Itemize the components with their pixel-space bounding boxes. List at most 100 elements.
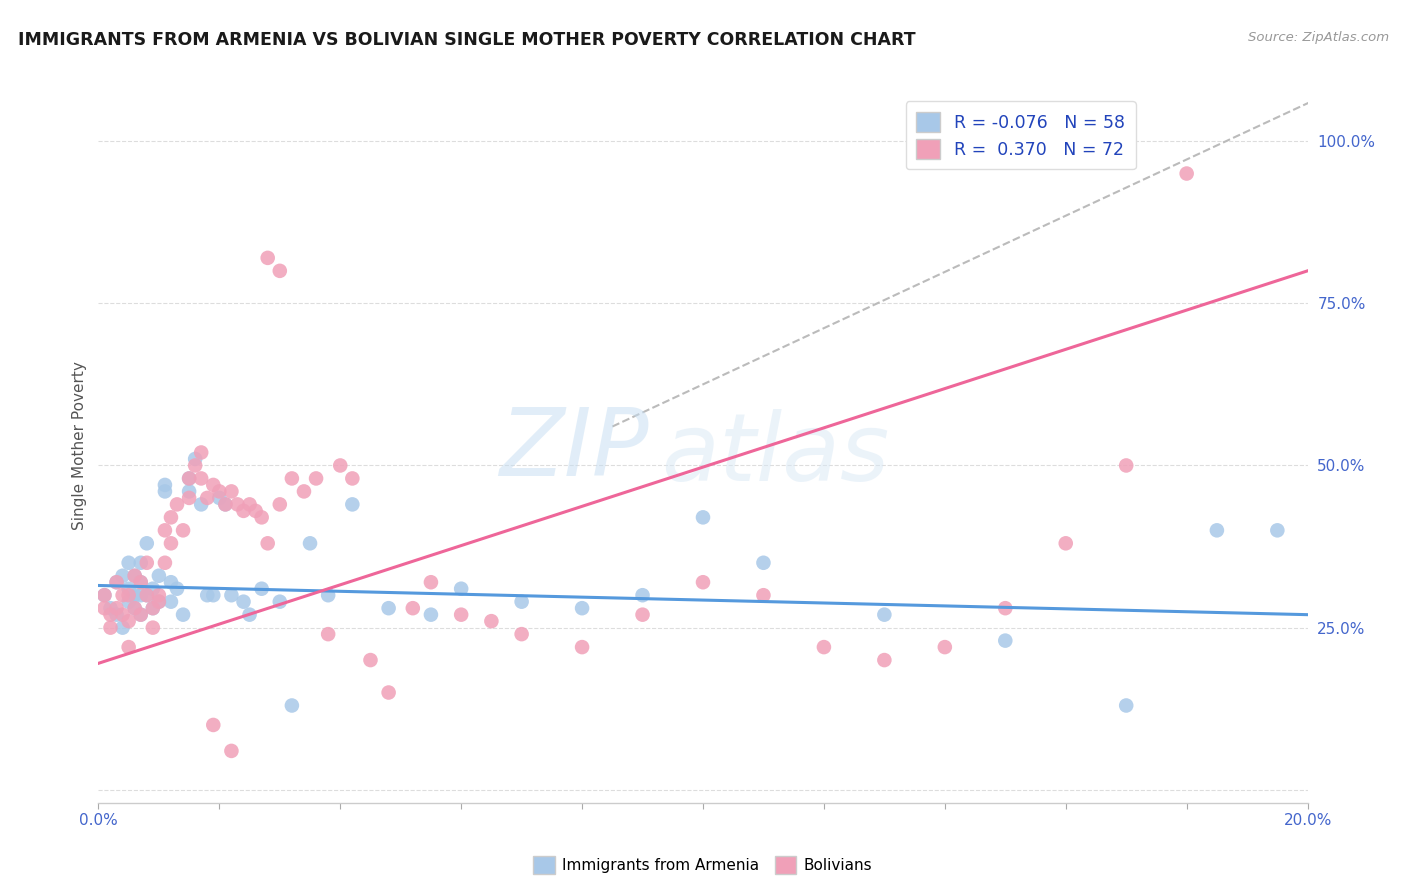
Point xyxy=(142,601,165,615)
Point xyxy=(195,491,218,505)
Point xyxy=(153,484,176,499)
Point xyxy=(360,653,382,667)
Point xyxy=(118,614,141,628)
Point xyxy=(177,484,201,499)
Point xyxy=(281,698,304,713)
Point xyxy=(214,497,236,511)
Point xyxy=(256,251,278,265)
Point xyxy=(148,568,170,582)
Point xyxy=(377,685,399,699)
Point xyxy=(813,640,835,654)
Point xyxy=(419,607,441,622)
Point xyxy=(934,640,956,654)
Point xyxy=(450,607,472,622)
Point xyxy=(166,582,188,596)
Point xyxy=(450,582,472,596)
Point xyxy=(329,458,352,473)
Point xyxy=(342,497,364,511)
Point xyxy=(153,556,176,570)
Point xyxy=(752,556,775,570)
Point xyxy=(195,588,218,602)
Point xyxy=(250,510,273,524)
Point xyxy=(105,607,128,622)
Point xyxy=(214,497,236,511)
Point xyxy=(184,452,207,467)
Y-axis label: Single Mother Poverty: Single Mother Poverty xyxy=(72,361,87,531)
Point xyxy=(177,471,201,485)
Point xyxy=(269,595,291,609)
Point xyxy=(118,595,141,609)
Point xyxy=(118,556,141,570)
Point xyxy=(232,504,254,518)
Point xyxy=(221,484,243,499)
Point xyxy=(1265,524,1288,538)
Point xyxy=(148,595,170,609)
Point xyxy=(142,601,165,615)
Text: ZIP: ZIP xyxy=(499,404,648,495)
Point xyxy=(93,588,115,602)
Point xyxy=(100,601,122,615)
Point xyxy=(631,588,654,602)
Point xyxy=(124,568,146,582)
Point xyxy=(124,588,146,602)
Point xyxy=(1206,524,1229,538)
Point xyxy=(100,607,122,622)
Point xyxy=(118,582,141,596)
Point xyxy=(184,458,207,473)
Point xyxy=(269,264,291,278)
Point xyxy=(305,471,328,485)
Point xyxy=(111,621,134,635)
Point xyxy=(239,497,262,511)
Point xyxy=(1175,167,1198,181)
Point xyxy=(571,640,593,654)
Point xyxy=(1115,458,1137,473)
Point xyxy=(226,497,249,511)
Point xyxy=(129,575,152,590)
Point xyxy=(177,471,201,485)
Point xyxy=(153,478,176,492)
Point xyxy=(402,601,425,615)
Point xyxy=(1115,698,1137,713)
Point xyxy=(135,536,157,550)
Point xyxy=(232,595,254,609)
Point xyxy=(142,621,165,635)
Point xyxy=(202,478,225,492)
Point xyxy=(135,588,157,602)
Point xyxy=(481,614,503,628)
Point xyxy=(118,588,141,602)
Point xyxy=(250,582,273,596)
Point xyxy=(172,607,194,622)
Point xyxy=(105,601,128,615)
Point xyxy=(118,640,141,654)
Point xyxy=(135,556,157,570)
Point xyxy=(111,568,134,582)
Point xyxy=(245,504,267,518)
Point xyxy=(994,601,1017,615)
Point xyxy=(190,497,212,511)
Point xyxy=(153,524,176,538)
Point xyxy=(124,601,146,615)
Point xyxy=(316,627,339,641)
Point xyxy=(1054,536,1077,550)
Point xyxy=(105,575,128,590)
Point xyxy=(142,582,165,596)
Point xyxy=(111,607,134,622)
Point xyxy=(129,575,152,590)
Point xyxy=(160,575,183,590)
Point xyxy=(342,471,364,485)
Point xyxy=(111,588,134,602)
Point xyxy=(172,524,194,538)
Point xyxy=(299,536,322,550)
Point xyxy=(208,491,231,505)
Legend: R = -0.076   N = 58, R =  0.370   N = 72: R = -0.076 N = 58, R = 0.370 N = 72 xyxy=(905,102,1136,169)
Point xyxy=(692,575,714,590)
Point xyxy=(160,536,183,550)
Point xyxy=(994,633,1017,648)
Point xyxy=(571,601,593,615)
Point xyxy=(129,588,152,602)
Point xyxy=(93,588,115,602)
Point xyxy=(124,568,146,582)
Point xyxy=(316,588,339,602)
Point xyxy=(129,607,152,622)
Point xyxy=(256,536,278,550)
